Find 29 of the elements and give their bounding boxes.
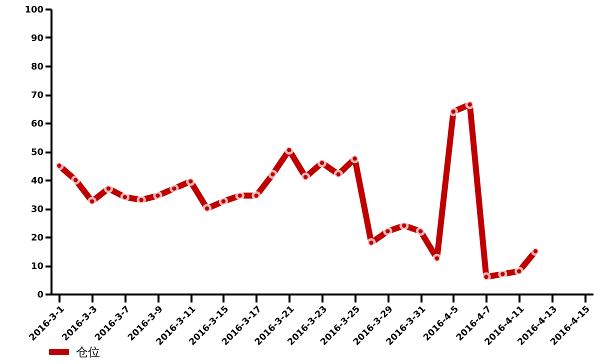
point	[218, 196, 228, 206]
y-tick-label: 30	[30, 205, 44, 215]
point	[514, 266, 524, 276]
point	[383, 226, 392, 236]
point	[120, 192, 130, 202]
y-tick-label: 40	[30, 176, 44, 186]
y-tick-label: 70	[30, 91, 44, 101]
y-tick-label: 90	[30, 34, 44, 44]
y-tick-label: 0	[37, 290, 44, 300]
y-tick-label: 100	[24, 6, 44, 16]
point	[317, 158, 327, 168]
point	[170, 184, 179, 194]
point	[334, 170, 344, 179]
y-tick-label: 10	[30, 262, 44, 272]
y-tick-label: 20	[30, 234, 44, 244]
point	[202, 204, 212, 214]
point	[71, 175, 80, 185]
point	[416, 226, 426, 236]
point	[432, 254, 442, 263]
point	[153, 191, 162, 200]
y-tick-label: 80	[30, 62, 44, 72]
point	[300, 172, 310, 182]
point	[498, 269, 508, 279]
point	[268, 170, 278, 179]
legend-label: 仓位	[76, 345, 100, 359]
y-tick-label: 60	[30, 120, 44, 130]
point	[186, 176, 196, 186]
y-tick-label: 50	[30, 148, 44, 158]
point	[87, 196, 97, 206]
